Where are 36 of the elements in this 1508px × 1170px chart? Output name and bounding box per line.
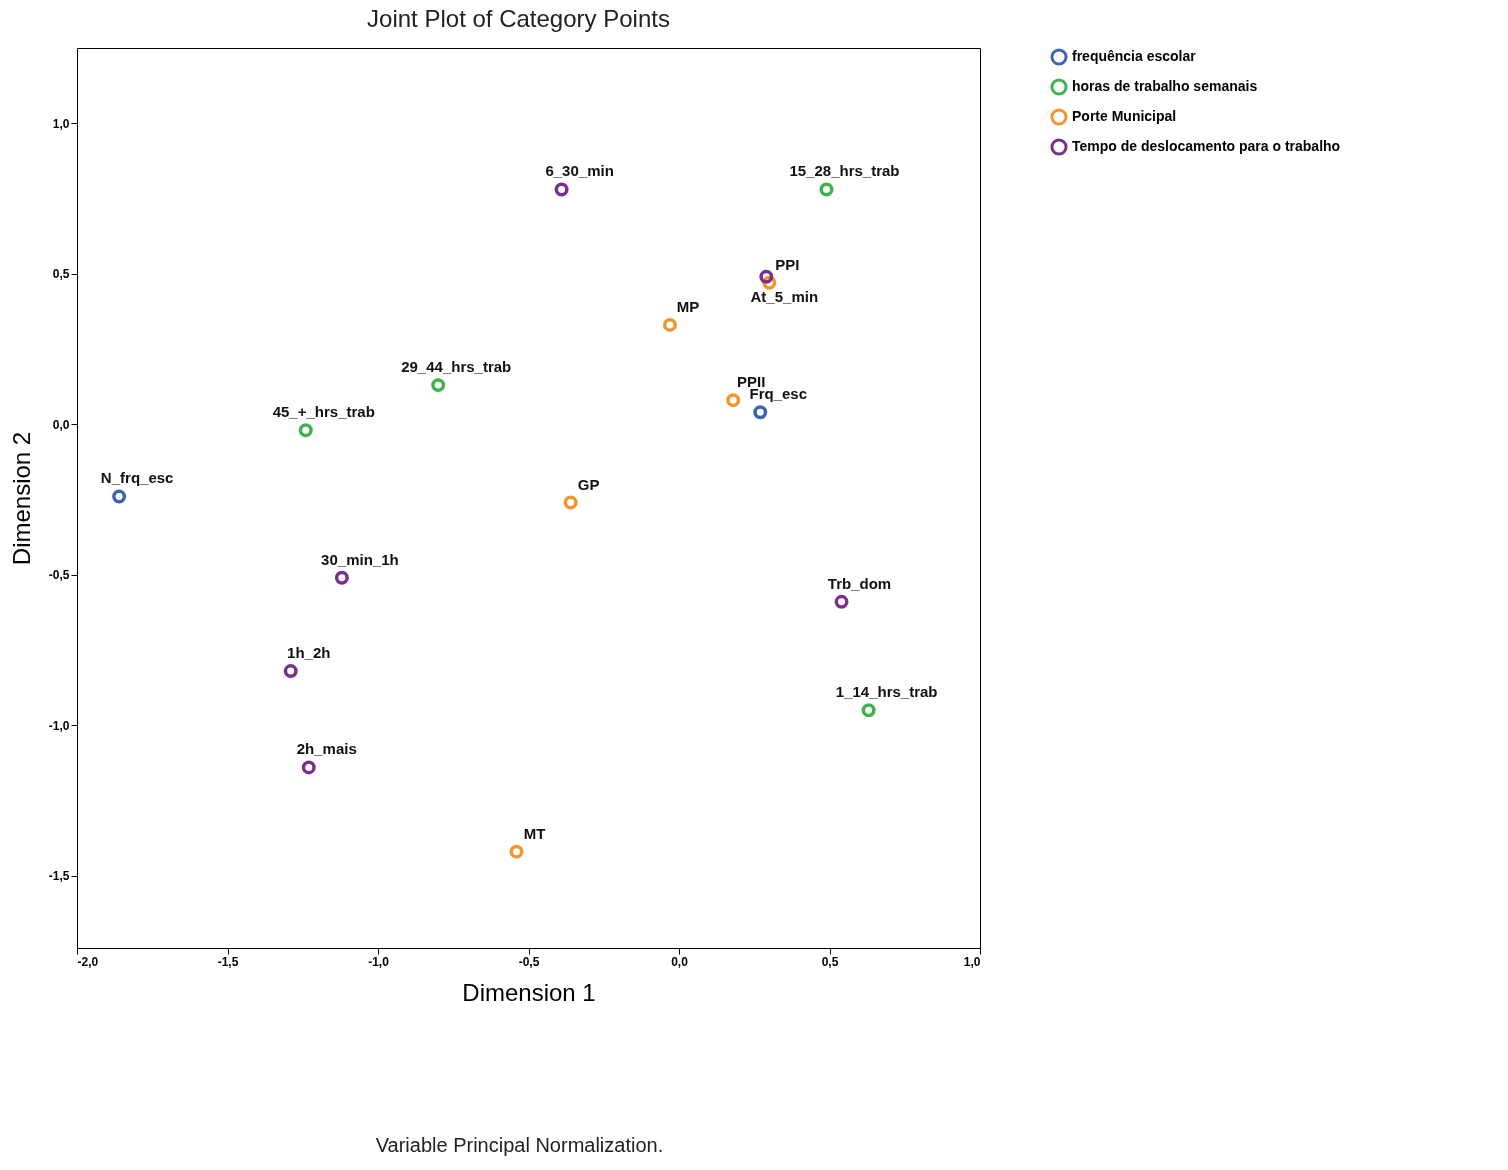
x-tick-label: -0,5 [518,954,540,969]
legend-label: frequência escolar [1072,48,1197,64]
annotation: 1h_2h [287,644,331,662]
annotation: Trb_dom [827,574,892,592]
legend-label: Tempo de deslocamento para o trabalho [1072,138,1341,154]
annotation: GP [577,475,600,493]
y-tick-label: 0,0 [52,417,70,432]
y-axis-title: Dimension 2 [7,431,35,566]
annotation: 45_+_hrs_trab [272,403,375,421]
x-tick-label: -1,0 [368,954,390,969]
annotation: N_frq_esc [100,469,174,487]
x-tick-label: -1,5 [217,954,239,969]
annotation: 6_30_min [545,162,614,180]
annotation: 29_44_hrs_trab [401,358,512,376]
annotation: At_5_min [750,287,819,305]
annotation: 30_min_1h [321,550,399,568]
x-tick-label: -2,0 [77,954,99,969]
annotation: 2h_mais [296,740,357,758]
annotation: PPI [775,255,800,273]
x-tick-label: 0,5 [821,954,839,969]
chart-title: Joint Plot of Category Points [367,5,670,32]
text: Variable Principal Normalization. [375,1134,664,1156]
annotation: MT [523,824,546,842]
y-tick-label: -1,5 [48,869,70,884]
annotation: 1_14_hrs_trab [835,683,938,701]
y-tick-label: 0,5 [52,267,70,282]
annotation: 15_28_hrs_trab [789,162,900,180]
y-tick-label: -1,0 [48,718,70,733]
x-axis-title: Dimension 1 [462,978,596,1006]
y-tick-label: -0,5 [48,568,70,583]
y-tick-label: 1,0 [52,116,70,131]
legend-label: Porte Municipal [1072,108,1177,124]
x-tick-label: 0,0 [671,954,689,969]
annotation: MP [676,297,700,315]
x-tick-label: 1,0 [963,954,981,969]
legend-label: horas de trabalho semanais [1072,78,1258,94]
